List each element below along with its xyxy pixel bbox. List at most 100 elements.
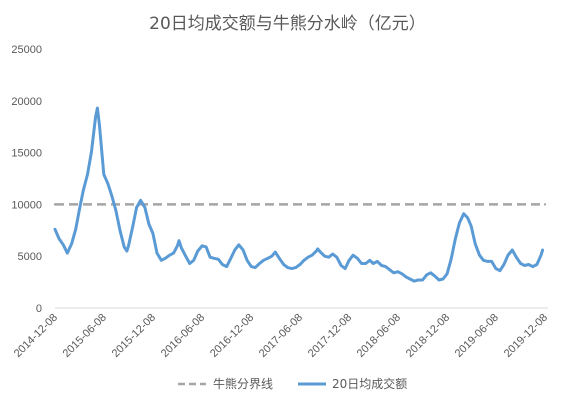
data-point (535, 263, 539, 266)
data-point (316, 247, 319, 251)
data-point (454, 237, 457, 240)
data-point (531, 265, 534, 268)
data-point (327, 256, 330, 259)
data-point (425, 273, 428, 276)
legend: 牛熊分界线 20日均成交额 (178, 376, 407, 391)
data-point (196, 249, 199, 253)
data-point (177, 239, 181, 242)
data-point (278, 257, 281, 260)
data-point (335, 256, 338, 259)
data-point (82, 189, 85, 193)
data-point (74, 228, 77, 231)
y-tick-label: 5000 (18, 251, 42, 263)
data-point (298, 263, 302, 266)
data-point (384, 265, 387, 268)
data-point (433, 274, 436, 278)
data-point (466, 216, 469, 220)
data-point (519, 262, 522, 265)
data-point (282, 263, 285, 266)
x-tick-label: 2018-12-08 (404, 312, 452, 360)
x-tick-label: 2019-12-08 (502, 312, 550, 360)
data-point (343, 267, 347, 270)
data-point (225, 265, 228, 268)
x-axis-tick-labels: 2014-12-08 2015-06-08 2015-12-08 2016-06-08… (12, 312, 550, 360)
data-point (53, 203, 57, 206)
data-point (527, 263, 530, 266)
x-tick-label: 2016-06-08 (159, 312, 207, 360)
data-point (315, 249, 318, 253)
data-point (168, 254, 171, 257)
data-point (541, 248, 544, 252)
data-point (102, 173, 106, 176)
data-point (429, 271, 432, 274)
data-point (151, 232, 155, 235)
data-point (266, 257, 269, 260)
x-tick-label: 2017-12-08 (306, 312, 354, 360)
x-tick-label: 2017-06-08 (257, 312, 305, 360)
data-point (449, 258, 453, 261)
series-points-turnover (53, 106, 544, 283)
data-point (96, 106, 99, 110)
data-point (94, 116, 97, 119)
x-tick-label: 2019-06-08 (453, 312, 501, 360)
data-point (490, 260, 493, 263)
data-point (86, 173, 89, 176)
data-point (380, 264, 383, 267)
y-axis-tick-labels: 0 5000 10000 15000 20000 25000 (11, 44, 42, 315)
data-point (498, 269, 502, 272)
data-point (376, 260, 379, 263)
data-point (237, 243, 240, 246)
data-point (494, 267, 498, 270)
y-tick-label: 15000 (11, 148, 42, 160)
data-point (274, 250, 277, 254)
data-point (351, 254, 355, 257)
data-point (474, 242, 477, 245)
data-point (110, 194, 114, 198)
data-point (98, 124, 101, 127)
data-point (360, 262, 363, 265)
legend-label-bull-bear-line: 牛熊分界线 (213, 376, 273, 391)
data-point (250, 265, 253, 268)
data-point (57, 237, 61, 240)
data-point (413, 279, 416, 283)
data-point (135, 206, 138, 209)
data-point (506, 254, 510, 257)
data-point (404, 275, 408, 279)
series-points-bull-bear-threshold (53, 203, 547, 206)
y-tick-label: 0 (36, 303, 42, 315)
data-point (408, 277, 412, 281)
data-point (286, 266, 289, 269)
data-point (372, 262, 375, 265)
data-point (323, 255, 326, 258)
series-line-turnover (53, 106, 545, 283)
data-point (347, 259, 351, 262)
data-point (339, 264, 343, 267)
data-point (388, 268, 391, 271)
y-tick-label: 25000 (11, 44, 42, 56)
data-point (192, 259, 195, 262)
data-point (478, 254, 481, 257)
data-point (421, 278, 424, 282)
data-point (543, 203, 547, 206)
data-point (208, 256, 212, 259)
data-point (147, 222, 151, 226)
data-point (270, 255, 273, 258)
data-point (310, 254, 314, 257)
data-point (114, 209, 118, 212)
legend-item-turnover: 20日均成交额 (298, 376, 407, 391)
data-point (331, 252, 334, 256)
legend-item-bull-bear-line: 牛熊分界线 (178, 376, 273, 391)
data-point (172, 251, 175, 255)
data-point (417, 278, 420, 282)
legend-label-turnover: 20日均成交额 (332, 376, 407, 391)
data-point (462, 212, 465, 215)
data-point (180, 246, 183, 250)
data-point (392, 271, 395, 274)
data-point (539, 254, 543, 257)
x-tick-label: 2018-06-08 (355, 312, 403, 360)
data-point (66, 251, 69, 255)
x-tick-label: 2015-06-08 (61, 312, 109, 360)
chart-title: 20日均成交额与牛熊分水岭（亿元） (149, 14, 426, 34)
